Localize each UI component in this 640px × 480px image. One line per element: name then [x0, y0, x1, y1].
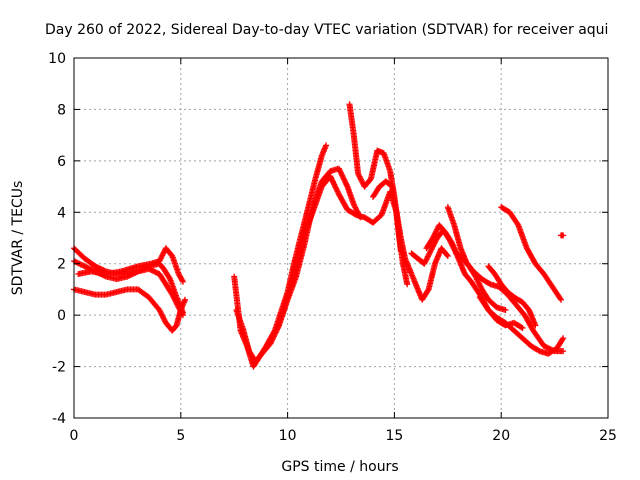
x-tick-label: 0 — [70, 428, 79, 444]
y-tick-label: 4 — [57, 205, 66, 221]
x-tick-label: 10 — [279, 428, 297, 444]
data-point — [532, 322, 539, 329]
grid — [74, 58, 608, 418]
y-tick-label: 2 — [57, 257, 66, 273]
chart-title: Day 260 of 2022, Sidereal Day-to-day VTE… — [45, 22, 608, 38]
plot-area — [71, 101, 567, 370]
x-tick-label: 15 — [385, 428, 403, 444]
data-point — [558, 296, 565, 303]
y-tick-label: -2 — [52, 360, 66, 376]
series-arc-13 — [476, 294, 567, 357]
x-tick-label: 5 — [176, 428, 185, 444]
data-point — [179, 278, 186, 285]
data-point — [519, 325, 526, 331]
axis-ticks: 0 5 10 15 20 25 -4 -2 0 2 4 6 8 10 — [48, 51, 617, 444]
y-tick-label: 6 — [57, 154, 66, 170]
data-point — [404, 281, 411, 288]
data-point — [323, 142, 330, 149]
series-arc-16 — [558, 232, 567, 239]
data-point — [443, 251, 450, 258]
y-tick-label: 0 — [57, 308, 66, 324]
data-point — [518, 324, 525, 331]
data-point — [560, 335, 567, 342]
series-arc-4 — [75, 245, 186, 285]
data-point — [560, 348, 567, 355]
data-point — [557, 295, 564, 302]
data-point — [182, 296, 189, 303]
series-arc-15 — [498, 204, 565, 303]
x-axis-label: GPS time / hours — [281, 459, 398, 475]
series-arc-7 — [273, 173, 404, 331]
data-point — [166, 274, 173, 281]
y-tick-label: -4 — [52, 411, 66, 427]
series-arc-8 — [346, 101, 411, 288]
data-point — [424, 287, 431, 294]
x-tick-label: 20 — [492, 428, 510, 444]
x-tick-label: 25 — [599, 428, 617, 444]
series-arc-9 — [370, 178, 451, 303]
series-arc-14 — [485, 263, 539, 329]
data-point — [560, 232, 567, 239]
y-tick-label: 10 — [48, 51, 66, 67]
y-tick-label: 8 — [57, 102, 66, 118]
data-point — [502, 307, 509, 313]
y-axis-label: SDTVAR / TECUs — [10, 181, 26, 296]
data-point — [444, 253, 451, 259]
data-point — [559, 336, 566, 343]
data-point — [179, 277, 186, 284]
plot-frame — [73, 57, 609, 419]
